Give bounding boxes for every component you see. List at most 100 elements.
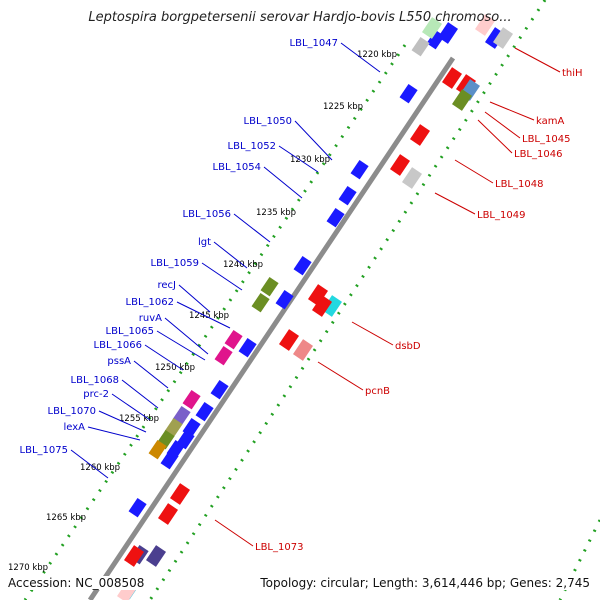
reverse-gene-block bbox=[311, 295, 333, 317]
forward-gene-label: LBL_1066 bbox=[94, 340, 142, 351]
forward-gene-block bbox=[275, 290, 294, 310]
reverse-gene-label: dsbD bbox=[395, 341, 421, 352]
forward-gene-label: LBL_1065 bbox=[106, 326, 154, 337]
forward-gene-block bbox=[195, 402, 214, 422]
tick-label: 1265 kbp bbox=[46, 513, 86, 523]
reverse-gene-block bbox=[437, 22, 459, 44]
forward-leader-line bbox=[294, 120, 333, 161]
reverse-gene-labels: thiH kamA LBL_1045 LBL_1046 LBL_1048 LBL_1049… bbox=[255, 68, 583, 553]
forward-gene-block bbox=[338, 186, 357, 206]
reverse-leader-line bbox=[477, 119, 513, 154]
forward-gene-block bbox=[260, 277, 279, 297]
reverse-gene-block bbox=[455, 74, 477, 96]
reverse-gene-block bbox=[278, 329, 300, 351]
reverse-gene-block bbox=[157, 503, 179, 525]
forward-gene-block bbox=[128, 498, 147, 518]
forward-gene-label: LBL_1070 bbox=[48, 406, 96, 417]
reverse-gene-block bbox=[451, 89, 473, 111]
forward-gene-block bbox=[224, 330, 243, 350]
forward-gene-labels: LBL_1047 LBL_1050 LBL_1052 LBL_1054 LBL_1056… bbox=[20, 38, 338, 456]
topology-label: Topology: circular; Length: 3,614,446 bp… bbox=[260, 576, 590, 590]
reverse-gene-block bbox=[123, 545, 145, 567]
reverse-gene-label: LBL_1046 bbox=[514, 149, 562, 160]
forward-gene-block bbox=[182, 390, 201, 410]
reverse-leader-line bbox=[514, 47, 561, 73]
reverse-leader-line bbox=[434, 192, 476, 215]
forward-gene-label: LBL_1059 bbox=[151, 258, 199, 269]
forward-leader-line bbox=[87, 426, 141, 441]
reverse-gene-block bbox=[389, 154, 411, 176]
reverse-gene-label: LBL_1045 bbox=[522, 134, 570, 145]
reverse-gene-block bbox=[492, 27, 514, 49]
forward-leader-line bbox=[176, 301, 231, 329]
forward-leader-line bbox=[233, 213, 271, 243]
forward-gene-block bbox=[251, 293, 270, 313]
forward-leader-line bbox=[156, 330, 206, 361]
backbone-layer bbox=[23, 0, 600, 600]
forward-leader-line bbox=[111, 393, 151, 421]
forward-gene-label: LBL_1062 bbox=[126, 297, 174, 308]
dotted-ring-outer bbox=[148, 0, 547, 600]
forward-leader-line bbox=[121, 379, 159, 409]
forward-gene-block bbox=[160, 450, 179, 470]
forward-gene-label: ruvA bbox=[139, 313, 162, 324]
reverse-gene-block bbox=[474, 14, 496, 36]
reverse-gene-label: pcnB bbox=[365, 386, 390, 397]
forward-gene-label: LBL_1068 bbox=[71, 375, 119, 386]
reverse-gene-label: thiH bbox=[562, 68, 583, 79]
forward-gene-label: pssA bbox=[107, 356, 131, 367]
reverse-gene-block bbox=[307, 284, 329, 306]
forward-leader-line bbox=[213, 241, 248, 269]
forward-gene-label: LBL_1075 bbox=[20, 445, 68, 456]
forward-gene-block bbox=[350, 160, 369, 180]
forward-gene-label: lgt bbox=[198, 237, 211, 248]
tick-label: 1255 kbp bbox=[119, 414, 159, 424]
reverse-gene-block bbox=[169, 483, 191, 505]
tick-label: 1260 kbp bbox=[80, 463, 120, 473]
reverse-leader-line bbox=[214, 519, 254, 547]
forward-gene-block bbox=[214, 346, 233, 366]
forward-gene-block bbox=[399, 84, 418, 104]
reverse-features bbox=[116, 14, 514, 600]
forward-leader-line bbox=[340, 42, 381, 73]
reverse-gene-block bbox=[421, 17, 443, 39]
reverse-gene-block bbox=[145, 545, 167, 567]
tick-label: 1270 kbp bbox=[8, 563, 48, 573]
forward-gene-label: LBL_1056 bbox=[183, 209, 231, 220]
reverse-gene-label: LBL_1073 bbox=[255, 542, 303, 553]
forward-leader-line bbox=[133, 360, 169, 389]
forward-gene-block bbox=[148, 440, 167, 460]
genome-backbone bbox=[87, 56, 456, 600]
forward-leader-line bbox=[98, 410, 147, 433]
forward-gene-block bbox=[238, 338, 257, 358]
forward-gene-label: LBL_1047 bbox=[290, 38, 338, 49]
tick-label: 1220 kbp bbox=[357, 50, 397, 60]
reverse-leader-line bbox=[489, 101, 535, 121]
reverse-gene-label: kamA bbox=[536, 116, 564, 127]
tick-label: 1225 kbp bbox=[323, 102, 363, 112]
forward-leader-line bbox=[164, 317, 209, 355]
forward-gene-label: lexA bbox=[63, 422, 85, 433]
reverse-gene-block bbox=[292, 339, 314, 361]
dotted-ring-far bbox=[558, 519, 600, 600]
forward-leader-line bbox=[201, 262, 243, 291]
accession-label: Accession: NC_008508 bbox=[8, 576, 145, 590]
forward-leader-line bbox=[178, 284, 211, 313]
forward-gene-label: recJ bbox=[158, 280, 177, 291]
forward-gene-block bbox=[411, 37, 430, 57]
reverse-leader-line bbox=[484, 111, 521, 139]
tick-label: 1230 kbp bbox=[290, 155, 330, 165]
forward-leader-line bbox=[144, 344, 184, 371]
leader-lines bbox=[70, 42, 561, 547]
forward-gene-label: LBL_1050 bbox=[244, 116, 292, 127]
reverse-gene-label: LBL_1049 bbox=[477, 210, 525, 221]
map-title: Leptospira borgpetersenii serovar Hardjo… bbox=[88, 10, 512, 25]
tick-label: 1245 kbp bbox=[189, 311, 229, 321]
forward-gene-label: LBL_1054 bbox=[213, 162, 261, 173]
forward-gene-label: LBL_1052 bbox=[228, 141, 276, 152]
forward-gene-block bbox=[293, 256, 312, 276]
reverse-gene-block bbox=[321, 295, 343, 317]
reverse-gene-block bbox=[441, 67, 463, 89]
